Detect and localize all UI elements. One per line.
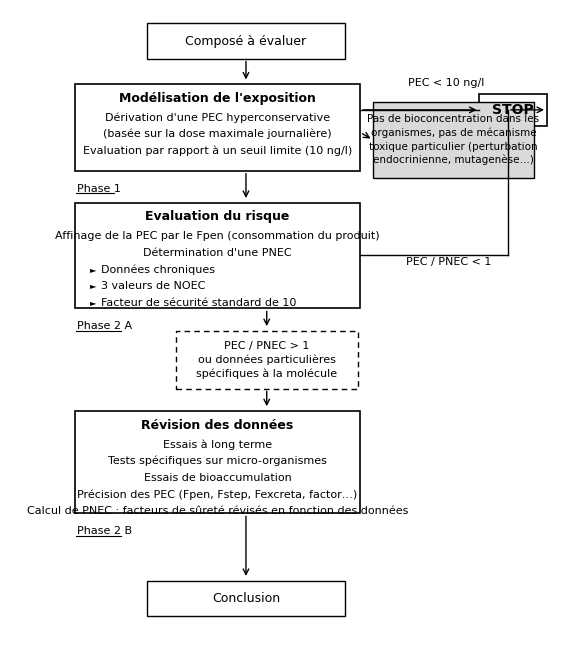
Bar — [373, 101, 534, 178]
Text: Pas de bioconcentration dans les
organismes, pas de mécanisme
toxique particulie: Pas de bioconcentration dans les organis… — [368, 114, 539, 165]
Text: Données chroniques: Données chroniques — [101, 264, 215, 275]
Text: 3 valeurs de NOEC: 3 valeurs de NOEC — [101, 281, 205, 291]
Text: Composé à évaluer: Composé à évaluer — [185, 34, 306, 47]
Text: ►: ► — [89, 282, 96, 291]
Text: PEC / PNEC < 1: PEC / PNEC < 1 — [406, 257, 491, 267]
Text: Phase 1: Phase 1 — [77, 184, 121, 193]
Bar — [176, 331, 358, 389]
Bar — [75, 84, 360, 171]
Text: Phase 2 B: Phase 2 B — [77, 526, 133, 537]
Text: (basée sur la dose maximale journalière): (basée sur la dose maximale journalière) — [103, 129, 332, 140]
Text: Facteur de sécurité standard de 10: Facteur de sécurité standard de 10 — [101, 298, 296, 308]
Text: Révision des données: Révision des données — [141, 419, 294, 432]
Bar — [147, 581, 344, 616]
Bar — [75, 411, 360, 513]
Text: Affinage de la PEC par le Fpen (consommation du produit): Affinage de la PEC par le Fpen (consomma… — [55, 231, 380, 241]
Text: PEC < 10 ng/l: PEC < 10 ng/l — [407, 78, 484, 88]
Text: Détermination d'une PNEC: Détermination d'une PNEC — [143, 248, 292, 258]
Text: STOP: STOP — [492, 103, 534, 117]
Bar — [479, 94, 547, 126]
Bar — [75, 202, 360, 308]
Text: Dérivation d'une PEC hyperconservative: Dérivation d'une PEC hyperconservative — [105, 112, 330, 123]
Text: ►: ► — [89, 299, 96, 307]
Text: PEC / PNEC > 1
ou données particulières
spécifiques à la molécule: PEC / PNEC > 1 ou données particulières … — [196, 341, 338, 378]
Text: Tests spécifiques sur micro-organismes: Tests spécifiques sur micro-organismes — [108, 456, 327, 466]
Text: Evaluation par rapport à un seuil limite (10 ng/l): Evaluation par rapport à un seuil limite… — [83, 145, 352, 156]
Text: Précision des PEC (Fpen, Fstep, Fexcreta, factor…): Précision des PEC (Fpen, Fstep, Fexcreta… — [77, 489, 358, 500]
Text: Modélisation de l'exposition: Modélisation de l'exposition — [119, 92, 316, 105]
Text: Calcul de PNEC : facteurs de sûreté révisés en fonction des données: Calcul de PNEC : facteurs de sûreté révi… — [27, 506, 408, 516]
Text: Phase 2 A: Phase 2 A — [77, 321, 133, 332]
Text: Essais de bioaccumulation: Essais de bioaccumulation — [144, 472, 291, 483]
Text: Evaluation du risque: Evaluation du risque — [145, 210, 290, 223]
Bar — [147, 23, 344, 58]
Text: Essais à long terme: Essais à long terme — [163, 439, 272, 450]
Text: Conclusion: Conclusion — [212, 592, 280, 605]
Text: ►: ► — [89, 265, 96, 274]
